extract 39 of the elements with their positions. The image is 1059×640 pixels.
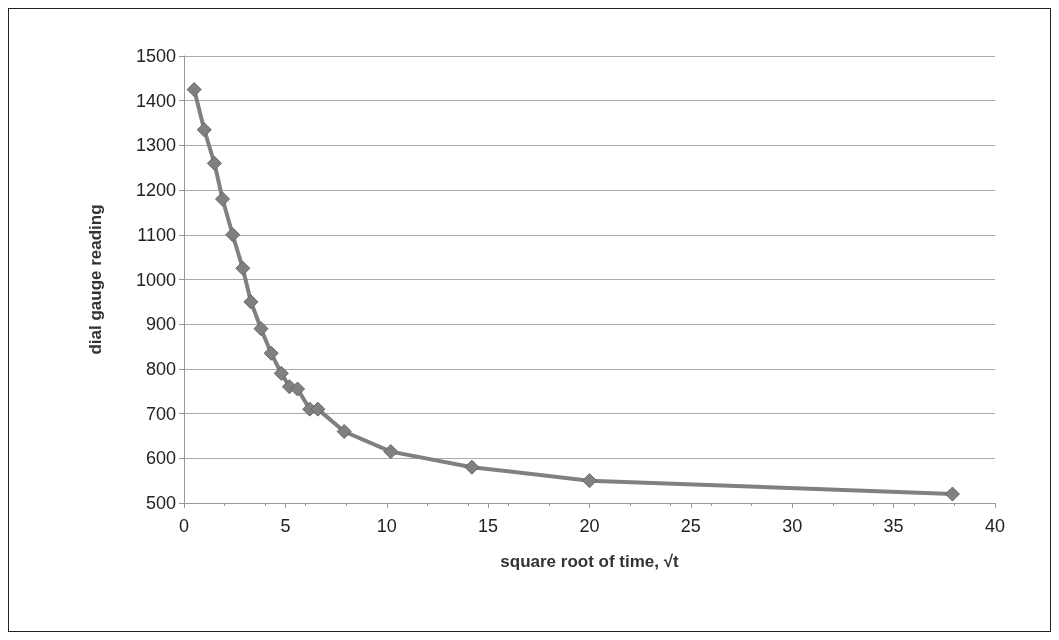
point (235, 260, 251, 276)
y-tick-label: 700 (145, 403, 176, 424)
point (225, 227, 241, 243)
y-tick-label: 800 (145, 358, 176, 379)
point (206, 155, 222, 171)
point (253, 321, 269, 337)
y-tick-label: 1400 (135, 90, 176, 111)
y-tick-label: 1100 (137, 224, 176, 245)
point (196, 122, 212, 138)
point (186, 82, 202, 98)
x-tick-label: 25 (680, 516, 701, 536)
x-tick-label: 0 (178, 516, 190, 536)
point (944, 486, 960, 502)
y-tick-label: 1200 (135, 180, 176, 201)
y-tick-label: 900 (145, 314, 176, 335)
y-tick-label: 1300 (135, 135, 176, 156)
x-tick-label: 10 (376, 516, 397, 536)
y-tick-label: 600 (145, 448, 176, 469)
point (582, 473, 597, 489)
point (383, 444, 399, 460)
point (263, 345, 279, 361)
y-tick-label: 500 (145, 493, 176, 513)
x-tick-label: 20 (579, 516, 600, 536)
y-tick-label: 1000 (135, 269, 176, 290)
point (336, 423, 352, 439)
x-tick-label: 30 (782, 516, 803, 536)
x-tick-label: 15 (478, 516, 499, 536)
point (273, 365, 289, 381)
point (310, 401, 326, 417)
x-tick-label: 5 (280, 516, 291, 536)
point (215, 191, 231, 207)
x-axis-title: square root of time, √t (500, 552, 680, 571)
y-tick-label: 1500 (135, 46, 176, 66)
point (290, 381, 306, 397)
x-tick-label: 35 (883, 516, 904, 536)
point (464, 459, 480, 475)
x-tick-label: 40 (984, 516, 1006, 536)
point (243, 294, 259, 310)
y-axis-title: dial gauge reading (86, 204, 105, 355)
